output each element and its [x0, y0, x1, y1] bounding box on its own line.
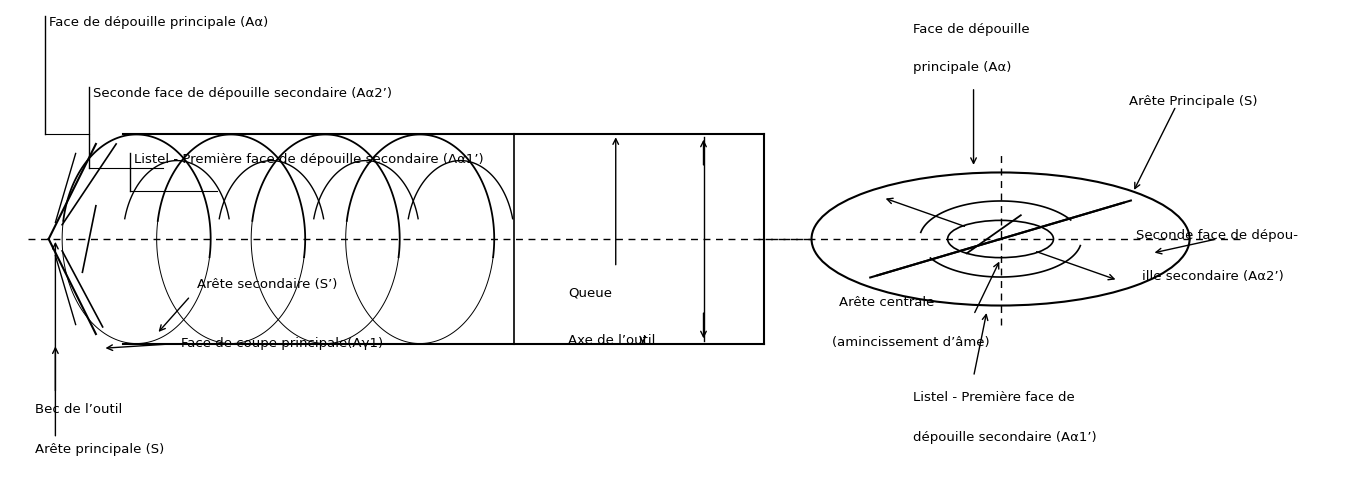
Text: Axe de l’outil: Axe de l’outil — [568, 334, 656, 347]
Text: Face de dépouille principale (Aα): Face de dépouille principale (Aα) — [49, 16, 268, 29]
Text: Face de coupe principale(Aγ1): Face de coupe principale(Aγ1) — [181, 337, 383, 350]
Text: Face de dépouille: Face de dépouille — [913, 23, 1030, 36]
Text: (amincissement d’âme): (amincissement d’âme) — [832, 337, 989, 349]
Text: Queue: Queue — [568, 286, 613, 300]
Text: dépouille secondaire (Aα1’): dépouille secondaire (Aα1’) — [913, 432, 1096, 445]
Text: Arête principale (S): Arête principale (S) — [35, 444, 165, 456]
Text: Seconde face de dépouille secondaire (Aα2’): Seconde face de dépouille secondaire (Aα… — [93, 87, 392, 100]
Text: Arête Principale (S): Arête Principale (S) — [1128, 95, 1257, 108]
Text: Listel - Première face de dépouille secondaire (Λα1’): Listel - Première face de dépouille seco… — [134, 153, 483, 166]
Text: Bec de l’outil: Bec de l’outil — [35, 403, 122, 416]
Text: Listel - Première face de: Listel - Première face de — [913, 391, 1074, 404]
Text: Seconde face de dépou-: Seconde face de dépou- — [1135, 229, 1298, 242]
Text: principale (Aα): principale (Aα) — [913, 61, 1011, 74]
Text: Arête secondaire (S’): Arête secondaire (S’) — [198, 278, 337, 291]
Text: ille secondaire (Aα2’): ille secondaire (Aα2’) — [1142, 270, 1284, 283]
Text: Arête centrale: Arête centrale — [839, 296, 934, 309]
